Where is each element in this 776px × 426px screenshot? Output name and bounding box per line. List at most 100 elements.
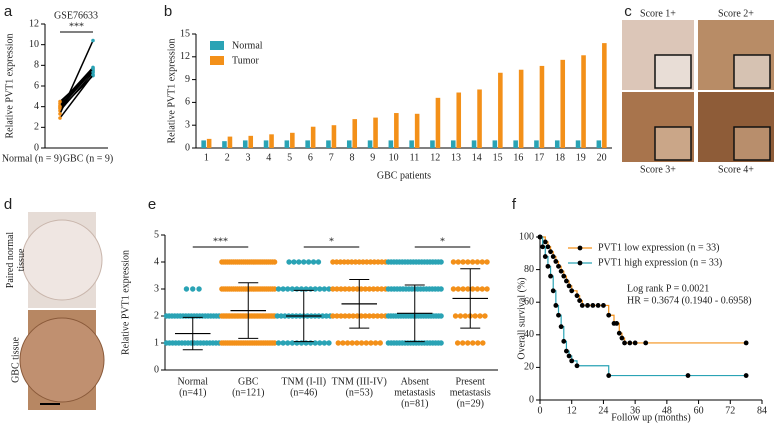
- dot: [475, 340, 481, 346]
- dot: [338, 286, 344, 292]
- y-tick-label: 5: [154, 229, 159, 240]
- sd-bar: [293, 289, 314, 343]
- dot: [438, 340, 444, 346]
- bar: [331, 125, 337, 148]
- dot: [482, 313, 488, 319]
- dot: [484, 259, 490, 265]
- dot: [338, 313, 344, 319]
- bar: [394, 113, 399, 148]
- dot: [344, 340, 351, 346]
- censor-mark: [606, 373, 612, 378]
- dot-row: [286, 259, 322, 265]
- dot: [271, 286, 278, 292]
- dot: [438, 313, 444, 319]
- pair-line: [59, 40, 94, 115]
- x-tick-label: 18: [555, 152, 565, 163]
- x-tick-label: 10: [389, 152, 399, 163]
- y-tick-label: 10: [29, 39, 39, 50]
- dot: [354, 340, 360, 346]
- significance: ***: [69, 21, 84, 32]
- y-axis-label: Overall survival (%): [516, 277, 527, 359]
- legend-marker: [577, 260, 583, 266]
- x-tick-label: GBC (n = 9): [63, 153, 113, 164]
- dot: [342, 313, 348, 319]
- dot: [362, 286, 369, 292]
- tissue-core: [21, 219, 103, 301]
- sd-bar: [404, 284, 425, 343]
- censor-mark: [627, 340, 633, 346]
- bar: [367, 140, 373, 148]
- y-tick-label: 3: [185, 119, 190, 130]
- y-tick-label: 12: [180, 51, 190, 62]
- x-tick-label: 17: [534, 152, 544, 163]
- x-tick-label: Normal (n = 9): [2, 153, 62, 164]
- x-tick-label: Present: [456, 376, 486, 387]
- bar: [518, 69, 524, 148]
- y-tick-label: 0: [529, 394, 534, 405]
- dot-row: [330, 259, 389, 265]
- censor-mark: [590, 303, 596, 308]
- dot: [374, 313, 381, 319]
- dot: [370, 286, 377, 292]
- dot: [350, 313, 356, 319]
- dot: [474, 259, 481, 265]
- dot: [310, 259, 317, 265]
- x-tick-label: 72: [725, 405, 735, 416]
- dot: [450, 259, 457, 265]
- inset: [654, 126, 692, 161]
- censor-mark: [542, 239, 548, 245]
- dot: [312, 340, 318, 346]
- bar: [409, 140, 414, 148]
- legend-swatch: [210, 56, 224, 65]
- dot: [358, 313, 364, 319]
- x-tick-label: 48: [662, 405, 672, 416]
- censor-mark: [574, 293, 580, 299]
- dot: [346, 313, 352, 319]
- x-tick-label: 6: [308, 152, 313, 163]
- bar: [456, 92, 462, 148]
- significance: *: [329, 236, 334, 247]
- censor-mark: [606, 312, 612, 318]
- legend-label: PVT1 high expression (n = 33): [598, 257, 722, 268]
- x-tick-label: (n=81): [401, 398, 428, 409]
- dot-row: [219, 259, 278, 265]
- bar: [388, 140, 394, 148]
- dot: [275, 286, 282, 292]
- dot: [459, 340, 466, 346]
- dot: [378, 313, 385, 319]
- dot: [379, 259, 385, 265]
- x-tick-label: 9: [370, 152, 375, 163]
- dot-row: [330, 313, 389, 319]
- censor-mark: [556, 263, 561, 269]
- point: [58, 99, 62, 104]
- dot: [352, 259, 359, 265]
- dot: [326, 340, 332, 346]
- chart-title: GSE76633: [54, 10, 98, 21]
- bar: [248, 135, 254, 148]
- censor-mark: [561, 273, 567, 279]
- censor-mark: [743, 340, 749, 346]
- dot: [452, 313, 459, 319]
- bar: [471, 140, 477, 148]
- y-tick-label: 40: [524, 329, 534, 340]
- panel-label: f: [512, 196, 517, 213]
- bar: [575, 140, 581, 148]
- bar: [284, 140, 290, 148]
- dot: [280, 286, 286, 292]
- dot: [465, 259, 471, 265]
- dot: [455, 259, 461, 265]
- bar: [206, 138, 212, 148]
- censor-mark: [558, 324, 564, 330]
- x-tick-label: 0: [538, 405, 543, 416]
- x-tick-label: 11: [410, 152, 420, 163]
- bar: [560, 59, 566, 149]
- point: [91, 66, 95, 71]
- point: [58, 112, 62, 116]
- dot: [334, 286, 340, 292]
- dot-row: [219, 340, 278, 346]
- dot: [358, 340, 365, 346]
- y-tick-label: 80: [524, 264, 534, 275]
- x-tick-label: (n=29): [457, 398, 484, 409]
- dot: [326, 286, 332, 292]
